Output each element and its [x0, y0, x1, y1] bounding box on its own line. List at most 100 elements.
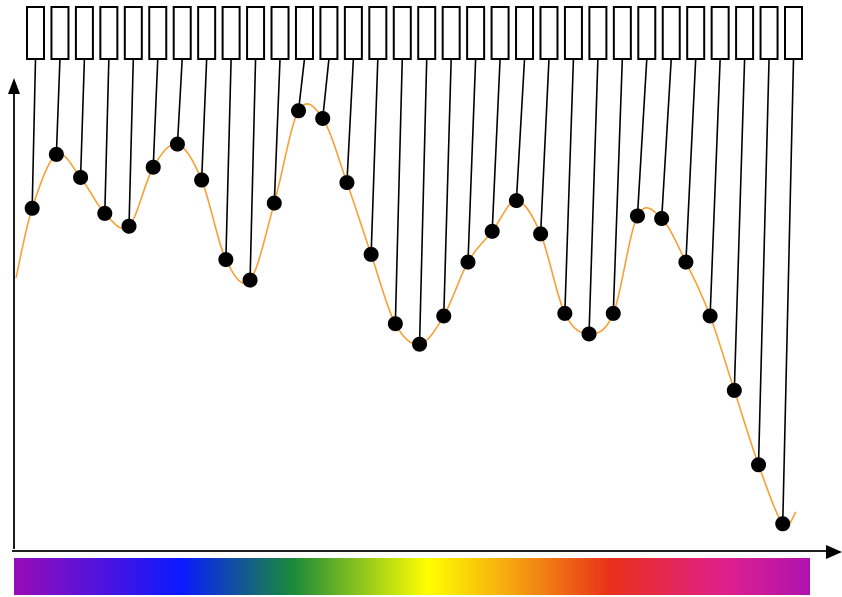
data-point — [508, 193, 524, 209]
data-point — [581, 326, 597, 342]
data-point — [48, 146, 64, 162]
data-point — [557, 305, 573, 321]
point-label-box — [417, 6, 437, 60]
point-label-box — [270, 6, 290, 60]
leader-line — [79, 58, 86, 178]
point-label-box — [50, 6, 70, 60]
data-point — [97, 205, 113, 221]
leader-line — [636, 58, 648, 217]
data-point — [290, 103, 306, 119]
leader-line — [491, 58, 501, 232]
point-label-box — [123, 6, 143, 60]
leader-line — [467, 58, 477, 263]
data-point — [605, 305, 621, 321]
data-point — [775, 516, 791, 532]
leader-line — [612, 58, 624, 314]
point-label-box — [99, 6, 119, 60]
data-point — [339, 175, 355, 191]
point-label-box — [563, 6, 583, 60]
leader-line — [273, 58, 281, 204]
leader-line — [781, 58, 795, 524]
series-curve — [15, 103, 797, 527]
data-point — [678, 254, 694, 270]
point-label-box — [612, 6, 632, 60]
point-label-box — [637, 6, 657, 60]
data-point — [24, 200, 40, 216]
data-point — [702, 308, 718, 324]
leader-line — [757, 58, 770, 465]
leader-line — [709, 58, 721, 317]
leader-line — [249, 58, 257, 281]
leader-line — [515, 58, 526, 201]
point-label-box — [172, 6, 192, 60]
point-label-box — [490, 6, 510, 60]
point-label-box — [686, 6, 706, 60]
data-point — [266, 195, 282, 211]
leader-line — [152, 58, 159, 168]
data-point — [460, 254, 476, 270]
leader-line — [176, 58, 184, 145]
point-label-box — [74, 6, 94, 60]
data-point — [629, 208, 645, 224]
point-label-box — [392, 6, 412, 60]
x-axis-arrow-icon — [826, 545, 842, 559]
y-axis-arrow-icon — [8, 78, 20, 94]
point-label-box — [588, 6, 608, 60]
spectrum-bar — [14, 558, 810, 595]
label-boxes — [26, 6, 803, 60]
data-point — [412, 336, 428, 352]
data-point — [145, 159, 161, 175]
leader-line — [297, 58, 306, 111]
point-label-box — [319, 6, 339, 60]
leader-line — [564, 58, 575, 314]
point-label-box — [221, 6, 241, 60]
leader-line — [588, 58, 599, 334]
leader-line — [394, 58, 404, 324]
leader-line — [685, 58, 697, 263]
data-point — [315, 110, 331, 126]
leader-line — [321, 58, 330, 119]
data-point — [169, 136, 185, 152]
data-point — [363, 246, 379, 262]
leader-line — [31, 58, 37, 209]
leader-line — [660, 58, 673, 219]
data-point — [533, 226, 549, 242]
point-label-box — [441, 6, 461, 60]
leader-line — [55, 58, 61, 155]
point-label-box — [197, 6, 217, 60]
point-label-box — [710, 6, 730, 60]
point-label-box — [26, 6, 45, 60]
leader-line — [370, 58, 379, 255]
data-point — [242, 272, 258, 288]
point-label-box — [294, 6, 314, 60]
leader-line — [346, 58, 355, 183]
point-label-box — [661, 6, 681, 60]
leader-line — [225, 58, 232, 260]
leader-line — [128, 58, 135, 227]
data-point — [436, 308, 452, 324]
point-label-box — [148, 6, 168, 60]
data-point — [387, 316, 403, 332]
leader-line — [103, 58, 110, 214]
point-label-box — [515, 6, 535, 60]
point-label-box — [466, 6, 486, 60]
leader-line — [733, 58, 746, 391]
data-points — [24, 103, 791, 532]
leader-line — [442, 58, 452, 317]
leader-line — [418, 58, 428, 345]
point-label-box — [784, 6, 803, 60]
leader-line — [539, 58, 550, 234]
point-label-box — [368, 6, 388, 60]
data-point — [73, 169, 89, 185]
data-point — [194, 172, 210, 188]
leader-line — [200, 58, 208, 181]
data-point — [121, 218, 137, 234]
point-label-box — [759, 6, 779, 60]
data-point — [751, 457, 767, 473]
data-point — [218, 252, 234, 268]
point-label-box — [343, 6, 363, 60]
point-label-box — [246, 6, 266, 60]
point-label-box — [735, 6, 755, 60]
data-point — [726, 382, 742, 398]
